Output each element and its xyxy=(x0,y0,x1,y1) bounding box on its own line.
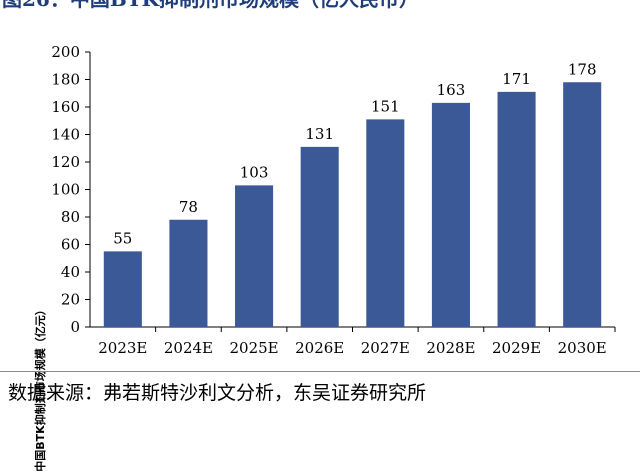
y-tick-label: 20 xyxy=(61,291,80,309)
source-note: 数据来源：弗若斯特沙利文分析，东吴证券研究所 xyxy=(8,382,427,404)
y-tick-label: 160 xyxy=(51,98,80,116)
figure-title: 图26：中国BTK抑制剂市场规模（亿人民币） xyxy=(2,0,419,12)
x-tick-label: 2026E xyxy=(295,339,344,357)
x-tick-label: 2029E xyxy=(492,339,541,357)
x-tick-label: 2027E xyxy=(361,339,410,357)
bar-2029E xyxy=(497,91,536,327)
source-divider xyxy=(0,371,640,372)
y-tick-label: 40 xyxy=(61,263,80,281)
x-tick-label: 2023E xyxy=(98,339,147,357)
bar-2025E xyxy=(235,185,274,327)
x-tick-label: 2030E xyxy=(558,339,607,357)
data-label: 171 xyxy=(502,70,531,88)
x-tick-label: 2024E xyxy=(164,339,213,357)
x-tick-label: 2025E xyxy=(230,339,279,357)
data-label: 131 xyxy=(305,125,334,143)
chart-area: 0 20 40 60 80 100 120 140 160 180 200 55 2023E 78 2024… xyxy=(0,30,640,472)
y-tick-label: 120 xyxy=(51,153,80,171)
bar-2023E xyxy=(103,251,142,327)
x-tick-label: 2028E xyxy=(426,339,475,357)
bar-2026E xyxy=(300,146,339,327)
bar-2028E xyxy=(431,102,470,327)
y-tick-label: 60 xyxy=(61,236,80,254)
y-tick-label: 200 xyxy=(51,43,80,61)
bar-chart: 0 20 40 60 80 100 120 140 160 180 200 55 2023E 78 2024… xyxy=(51,43,616,357)
data-label: 163 xyxy=(437,81,466,99)
data-label: 178 xyxy=(568,60,597,78)
data-label: 151 xyxy=(371,97,400,115)
bar-2030E xyxy=(563,82,602,327)
data-label: 103 xyxy=(240,163,269,181)
y-tick-label: 140 xyxy=(51,126,80,144)
data-label: 55 xyxy=(113,229,132,247)
y-tick-label: 100 xyxy=(51,181,80,199)
bar-2027E xyxy=(366,119,405,327)
y-tick-label: 80 xyxy=(61,208,80,226)
bar-2024E xyxy=(169,219,208,327)
data-label: 78 xyxy=(179,198,198,216)
y-tick-label: 180 xyxy=(51,71,80,89)
y-tick-label: 0 xyxy=(70,318,80,336)
